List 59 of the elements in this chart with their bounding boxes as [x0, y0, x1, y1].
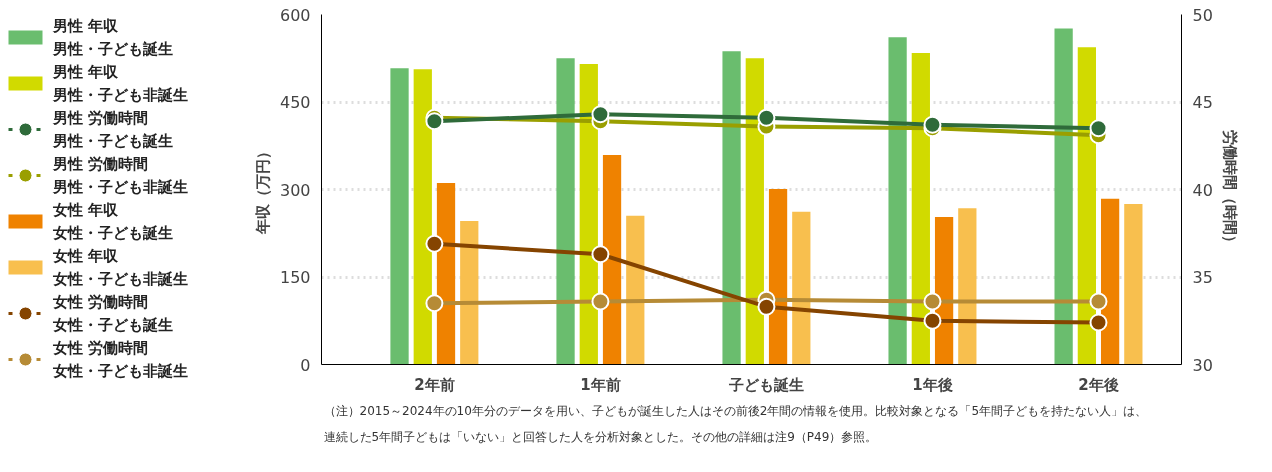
x-tick-label: 1年前 [580, 375, 621, 394]
y2-tick-label: 50 [1192, 5, 1213, 25]
bar [958, 208, 977, 365]
bar [579, 64, 598, 365]
point [425, 234, 444, 253]
y2-tick-label: 45 [1192, 93, 1213, 112]
legend-label: 女性 年収女性・子ども誕生 [51, 200, 173, 243]
legend-label: 男性 労働時間男性・子ども非誕生 [51, 154, 188, 197]
text: （注）2015～2024年の10年分のデータを用い、子どもが誕生した人はその前後2年間の情報を使用。比較対象となる「5年間子どもを持たない人」は、連続した5年間子どもは「いない」と回答した人を分析対象とした。その他の詳細は注9（P49）参照。 [323, 403, 1148, 444]
x-tick-label: 2年後 [1078, 375, 1119, 394]
bar [722, 51, 741, 365]
bar [1077, 47, 1096, 365]
bar [436, 183, 456, 365]
y2-tick-label: 35 [1192, 268, 1213, 287]
point [923, 292, 942, 311]
bar [460, 221, 479, 365]
legend-label: 女性 労働時間女性・子ども誕生 [51, 292, 173, 335]
bar [1054, 28, 1073, 365]
y-tick-label: 150 [279, 268, 311, 287]
legend-label: 男性 年収男性・子ども非誕生 [51, 62, 188, 105]
point [591, 292, 610, 311]
bar [911, 53, 930, 365]
y-tick-label: 300 [279, 180, 311, 200]
bar [556, 58, 575, 365]
legend-label: 男性 年収男性・子ども誕生 [51, 16, 173, 59]
bar [1100, 198, 1120, 365]
bar [413, 69, 432, 365]
legend-label: 女性 年収女性・子ども非誕生 [51, 246, 188, 289]
y-tick-label: 600 [279, 5, 311, 25]
bar [602, 155, 622, 365]
legend-label: 男性 労働時間男性・子ども誕生 [51, 108, 173, 151]
point [425, 294, 444, 313]
x-tick-label: 子ども誕生 [727, 375, 804, 394]
y-tick-label: 0 [300, 355, 311, 375]
point [923, 311, 942, 330]
x-tick-label: 1年後 [912, 375, 953, 394]
bar [626, 215, 645, 365]
bar [390, 68, 409, 365]
bar [1124, 204, 1143, 365]
bar [888, 37, 907, 365]
bar [745, 58, 764, 365]
point [757, 297, 776, 316]
point [923, 115, 942, 134]
y2-axis-title: 労働時間（時間） [1220, 129, 1239, 250]
bar [768, 188, 788, 365]
point [1089, 119, 1108, 138]
point [1089, 292, 1108, 311]
point [1089, 313, 1108, 332]
point [591, 245, 610, 264]
bar [792, 211, 811, 365]
point [591, 105, 610, 124]
point [425, 112, 444, 131]
point [757, 108, 776, 127]
y2-tick-label: 40 [1192, 180, 1213, 200]
y2-tick-label: 30 [1192, 355, 1213, 375]
legend-label: 女性 労働時間女性・子ども非誕生 [51, 338, 188, 381]
x-tick-label: 2年前 [414, 375, 455, 394]
y-axis-title: 年収（万円） [253, 144, 272, 236]
y-tick-label: 450 [279, 93, 311, 112]
